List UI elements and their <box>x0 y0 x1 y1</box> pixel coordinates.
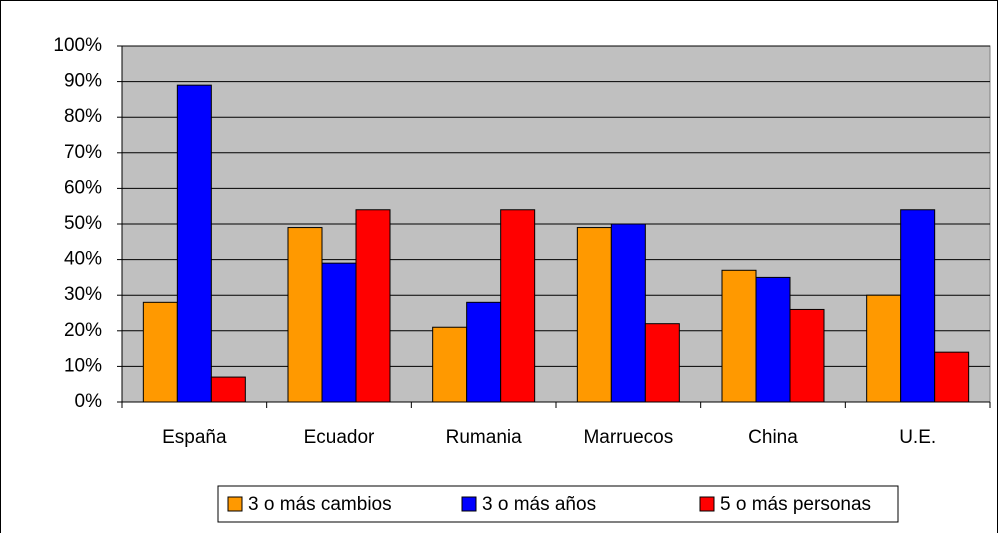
y-tick-label: 80% <box>64 106 102 127</box>
legend-swatch <box>699 496 715 512</box>
legend-label: 3 o más años <box>482 494 596 515</box>
y-tick-label: 100% <box>53 35 102 56</box>
bar <box>721 269 757 403</box>
bar <box>900 209 936 403</box>
x-tick-label: Rumania <box>446 427 522 448</box>
y-tick-label: 20% <box>64 320 102 341</box>
bar <box>355 209 391 403</box>
x-tick-label: China <box>748 427 798 448</box>
bar <box>500 209 536 403</box>
bar <box>866 294 902 403</box>
y-tick-label: 0% <box>75 391 103 412</box>
legend-label: 5 o más personas <box>720 494 871 515</box>
bar <box>466 301 502 403</box>
legend-label: 3 o más cambios <box>248 494 392 515</box>
y-tick-label: 90% <box>64 71 102 92</box>
bar <box>576 227 612 403</box>
x-tick-label: U.E. <box>899 427 936 448</box>
bar <box>789 308 825 403</box>
legend-swatch <box>461 496 477 512</box>
bar <box>644 323 680 403</box>
y-tick-label: 40% <box>64 249 102 270</box>
x-tick-label: España <box>162 427 227 448</box>
bar <box>142 301 178 403</box>
bar <box>755 276 791 403</box>
y-tick-label: 50% <box>64 213 102 234</box>
bar <box>432 326 468 403</box>
bar <box>176 84 212 403</box>
legend-box <box>217 485 899 523</box>
y-tick-label: 30% <box>64 284 102 305</box>
bar <box>934 351 970 403</box>
y-tick-label: 60% <box>64 177 102 198</box>
bar <box>321 262 357 403</box>
bar <box>210 376 246 403</box>
y-tick-label: 10% <box>64 355 102 376</box>
bar <box>610 223 646 403</box>
legend-swatch <box>227 496 243 512</box>
y-tick-label: 70% <box>64 142 102 163</box>
bar <box>287 227 323 403</box>
x-tick-label: Marruecos <box>583 427 673 448</box>
x-tick-label: Ecuador <box>304 427 375 448</box>
